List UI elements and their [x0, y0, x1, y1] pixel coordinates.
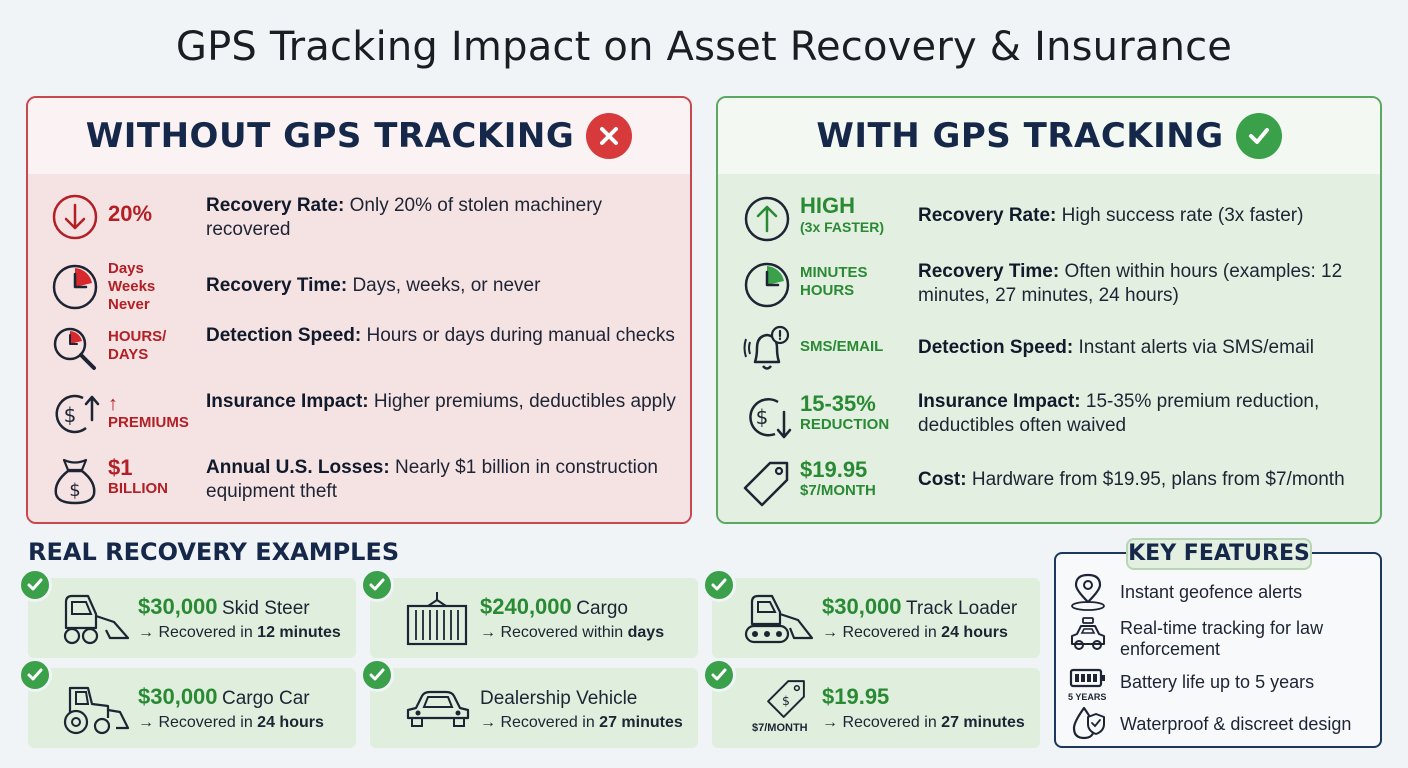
check-circle-icon [1235, 113, 1282, 159]
svg-text:$: $ [64, 403, 77, 427]
check-icon [18, 658, 52, 692]
example-card: $240,000 Cargo → Recovered within days [360, 568, 698, 658]
example-card: Dealership Vehicle → Recovered in 27 min… [360, 658, 698, 748]
with-gps-title: WITH GPS TRACKING [816, 116, 1224, 156]
battery-icon [1069, 668, 1105, 688]
tractor-icon [63, 686, 130, 735]
example-card: $ $7/MONTH $19.95 → Recovered in 27 minu… [702, 658, 1040, 748]
example-card: $30,000 Cargo Car → Recovered in 24 hour… [18, 658, 356, 748]
row-description: Cost: Hardware from $19.95, plans from $… [918, 469, 1345, 490]
track-loader-icon [744, 594, 814, 644]
svg-text:$: $ [756, 405, 769, 429]
water-drop-shield-icon [1072, 706, 1105, 740]
row-description: Detection Speed: Instant alerts via SMS/… [918, 337, 1314, 358]
clock-icon [52, 264, 98, 310]
feature-text: Battery life up to 5 years [1120, 672, 1315, 692]
check-icon [18, 568, 52, 602]
price-tag-icon [743, 461, 789, 507]
key-features-box: KEY FEATURES Instant geofence alerts Rea… [1054, 538, 1382, 748]
metric-value: 20% [108, 201, 153, 226]
money-bag-icon: $ [54, 458, 96, 505]
row-description: Recovery Time: Days, weeks, or never [206, 275, 541, 296]
up-arrow-circle-icon [744, 196, 790, 242]
skid-steer-icon [63, 594, 130, 645]
example-text: $30,000 Track Loader → Recovered in 24 h… [822, 594, 1018, 641]
svg-text:$: $ [782, 693, 790, 708]
metric-value: ↑ PREMIUMS [108, 393, 189, 431]
metric-value: $1 BILLION [108, 455, 168, 498]
check-icon [702, 658, 736, 692]
row-description: Detection Speed: Hours or days during ma… [206, 325, 675, 346]
check-icon [360, 568, 394, 602]
metric-value: HIGH (3x FASTER) [800, 193, 885, 236]
check-icon [702, 568, 736, 602]
metric-value: MINUTES HOURS [800, 264, 868, 299]
dollar-up-icon: $ [55, 394, 100, 434]
price-tag-icon: $ [767, 680, 805, 718]
example-text: $240,000 Cargo → Recovered within days [480, 594, 665, 641]
battery-caption: 5 YEARS [1068, 692, 1107, 702]
with-gps-body: HIGH (3x FASTER) Recovery Rate: High suc… [718, 174, 1380, 522]
magnifier-clock-icon [53, 327, 96, 370]
example-text: $19.95 → Recovered in 27 minutes [822, 684, 1025, 731]
feature-text: Instant geofence alerts [1120, 582, 1303, 602]
row-description: Annual U.S. Losses: Nearly $1 billion in… [206, 457, 658, 502]
svg-text:$: $ [69, 480, 80, 501]
metric-value: HOURS/ DAYS [108, 328, 167, 363]
with-gps-header: WITH GPS TRACKING [718, 98, 1380, 174]
example-card: $30,000 Track Loader → Recovered in 24 h… [702, 568, 1040, 658]
dollar-down-icon: $ [749, 398, 792, 439]
feature-text: Real-time tracking for law enforcement [1120, 618, 1324, 659]
row-description: Insurance Impact: 15-35% premium reducti… [918, 391, 1320, 436]
car-icon [406, 690, 470, 727]
page-title: GPS Tracking Impact on Asset Recovery & … [175, 24, 1233, 70]
metric-value: $19.95 $7/MONTH [800, 457, 876, 500]
example-text: $30,000 Cargo Car → Recovered in 24 hour… [138, 684, 324, 731]
x-circle-icon [586, 113, 633, 159]
row-description: Recovery Rate: High success rate (3x fas… [918, 205, 1304, 226]
metric-value: SMS/EMAIL [800, 338, 884, 355]
without-gps-panel: WITHOUT GPS TRACKING 20% Recovery Rate: … [26, 96, 692, 524]
without-gps-body: 20% Recovery Rate: Only 20% of stolen ma… [28, 174, 690, 522]
example-text: $30,000 Skid Steer → Recovered in 12 min… [138, 594, 341, 641]
map-pin-icon [1071, 573, 1105, 611]
tag-caption: $7/MONTH [752, 722, 808, 734]
alert-bell-icon [743, 325, 790, 370]
police-car-icon [1071, 617, 1105, 650]
key-features-title: KEY FEATURES [1126, 538, 1312, 570]
feature-text: Waterproof & discreet design [1120, 714, 1352, 734]
cargo-container-icon [406, 592, 468, 646]
without-gps-header: WITHOUT GPS TRACKING [28, 98, 690, 174]
metric-value: Days Weeks Never [108, 260, 156, 313]
example-card: $30,000 Skid Steer → Recovered in 12 min… [18, 568, 356, 658]
clock-icon [744, 262, 790, 308]
without-gps-title: WITHOUT GPS TRACKING [85, 116, 575, 156]
check-icon [360, 658, 394, 692]
row-description: Recovery Rate: Only 20% of stolen machin… [206, 195, 603, 240]
example-text: Dealership Vehicle → Recovered in 27 min… [480, 688, 683, 731]
with-gps-panel: WITH GPS TRACKING HIGH (3x FASTER) Recov… [716, 96, 1382, 524]
examples-section-title: REAL RECOVERY EXAMPLES [28, 538, 400, 566]
metric-value: 15-35% REDUCTION [800, 391, 890, 434]
row-description: Recovery Time: Often within hours (examp… [918, 261, 1343, 306]
down-arrow-circle-icon [52, 194, 98, 240]
row-description: Insurance Impact: Higher premiums, deduc… [206, 391, 676, 412]
